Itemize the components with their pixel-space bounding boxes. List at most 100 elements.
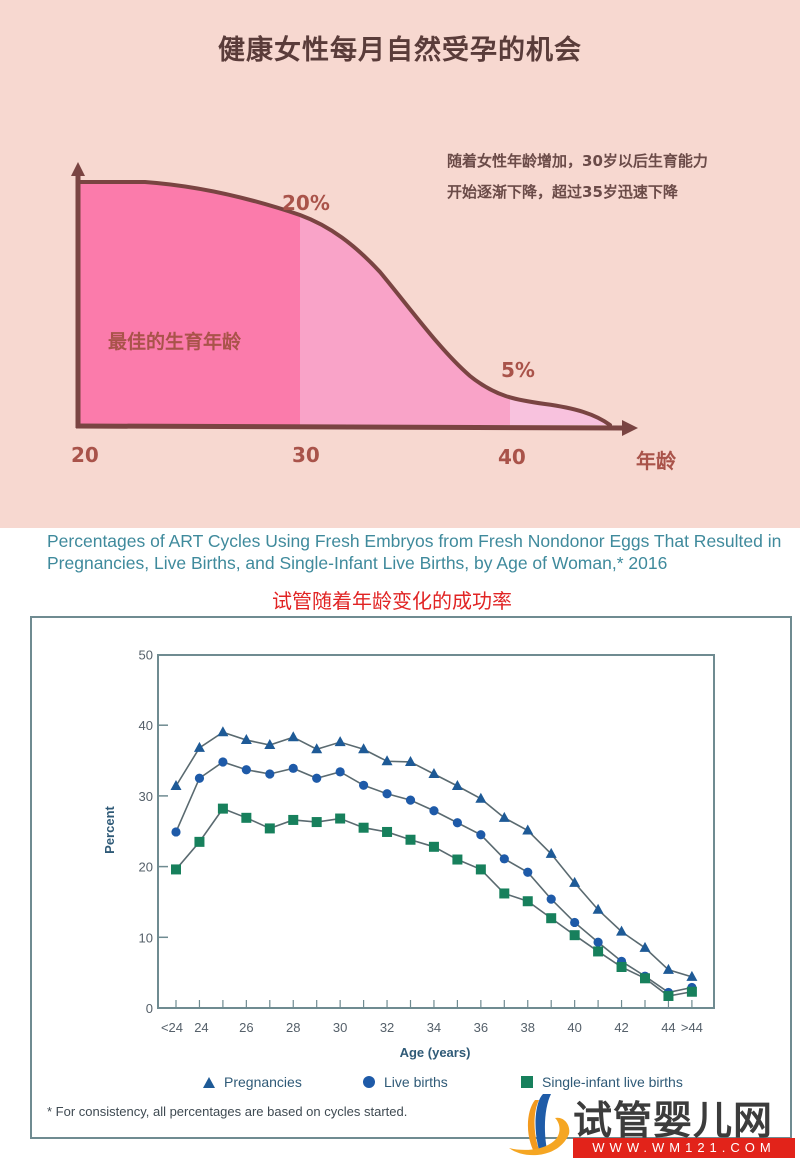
x-tick-label: 26 [239, 1020, 253, 1035]
series-line [175, 761, 693, 994]
triangle-marker-icon [475, 792, 487, 803]
legend-single-infant-live-births: Single-infant live births [520, 1074, 683, 1090]
x-tick-label: 32 [380, 1020, 394, 1035]
circle-marker-icon [241, 765, 251, 775]
y-axis-title: Percent [102, 805, 117, 853]
legend-live-births: Live births [362, 1074, 448, 1090]
y-tick-label: 30 [139, 789, 153, 804]
circle-marker-icon [335, 767, 345, 777]
triangle-marker-icon [193, 741, 205, 752]
best-age-region-label: 最佳的生育年龄 [108, 331, 242, 353]
circle-marker-icon [429, 806, 439, 816]
legend-pregnancies: Pregnancies [202, 1074, 302, 1090]
triangle-marker-icon [569, 876, 581, 887]
square-marker-icon [217, 803, 228, 814]
site-logo-icon [509, 1094, 570, 1156]
x-axis-arrow-icon [622, 420, 638, 436]
triangle-marker-icon [217, 726, 229, 737]
triangle-marker-icon [264, 738, 276, 749]
circle-marker-icon [363, 1076, 375, 1088]
x-tick-label: 40 [567, 1020, 581, 1035]
y-tick-label: 0 [146, 1001, 153, 1016]
x-tick-label: 36 [474, 1020, 488, 1035]
y-tick-label: 50 [139, 648, 153, 663]
best-age-region [80, 182, 300, 425]
circle-marker-icon [499, 854, 509, 864]
x-tick-label: >44 [681, 1020, 703, 1035]
square-marker-icon [452, 854, 463, 865]
triangle-marker-icon [451, 780, 463, 791]
square-marker-icon [640, 973, 650, 984]
y-axis-arrow-icon [71, 162, 85, 176]
art-chart-title: Percentages of ART Cycles Using Fresh Em… [47, 531, 782, 573]
x-tick-label: 24 [194, 1020, 208, 1035]
square-marker-icon [522, 896, 533, 907]
x-tick-label: 42 [614, 1020, 628, 1035]
square-marker-icon [382, 826, 393, 837]
triangle-marker-icon [545, 847, 557, 858]
watermark-url: WWW.WM121.COM [573, 1138, 795, 1158]
x-tick-label: <24 [161, 1020, 183, 1035]
triangle-marker-icon [498, 811, 510, 822]
infographic-note-line-1: 随着女性年龄增加，30岁以后生育能力 [447, 152, 708, 170]
x-tick-label: 38 [521, 1020, 535, 1035]
triangle-marker-icon [170, 780, 182, 791]
triangle-marker-icon [686, 970, 698, 981]
art-success-chart-frame: 0 10 20 30 40 50 <24 24 26 28 30 32 34 36 38 40 42 44 >44 A… [30, 616, 792, 1139]
circle-marker-icon [218, 757, 228, 767]
art-success-line-chart: 0 10 20 30 40 50 <24 24 26 28 30 32 34 36 38 40 42 44 >44 A… [102, 648, 715, 1060]
annotation-20-percent: 20% [282, 191, 330, 215]
x-tick-20: 20 [71, 443, 99, 467]
circle-marker-icon [523, 867, 533, 877]
square-marker-icon [593, 946, 604, 957]
legend-label: Live births [384, 1074, 448, 1090]
circle-marker-icon [593, 937, 603, 947]
plot-frame [157, 654, 715, 1009]
series-pregnancies [170, 726, 698, 981]
square-marker-icon [546, 913, 557, 924]
y-tick-label: 20 [139, 860, 153, 875]
y-tick-label: 10 [139, 930, 153, 945]
circle-marker-icon [171, 827, 181, 837]
legend-label: Pregnancies [224, 1074, 302, 1090]
triangle-marker-icon [405, 755, 416, 766]
infographic-note-line-2: 开始逐渐下降，超过35岁迅速下降 [447, 183, 678, 201]
square-marker-icon [663, 990, 674, 1001]
square-marker-icon [335, 813, 346, 824]
triangle-marker-icon [334, 736, 346, 747]
square-marker-icon [288, 814, 299, 825]
square-marker-icon [521, 1076, 533, 1088]
x-tick-40: 40 [498, 445, 526, 469]
x-tick-label: 44 [661, 1020, 675, 1035]
triangle-marker-icon [522, 824, 534, 835]
circle-marker-icon [265, 769, 275, 779]
square-marker-icon [405, 834, 416, 845]
square-marker-icon [194, 836, 205, 847]
series-line [175, 807, 693, 997]
watermark-text: 试管婴儿网 [573, 1098, 774, 1144]
square-marker-icon [171, 864, 181, 875]
triangle-marker-icon [592, 903, 604, 914]
triangle-marker-icon [240, 734, 252, 745]
triangle-marker-icon [287, 731, 299, 742]
square-marker-icon [264, 823, 275, 834]
circle-marker-icon [312, 773, 322, 783]
square-marker-icon [475, 864, 486, 875]
triangle-marker-icon [662, 963, 674, 974]
x-tick-30: 30 [292, 443, 320, 467]
x-axis-title: Age (years) [400, 1045, 471, 1060]
site-watermark: 试管婴儿网 WWW.WM121.COM [505, 1088, 800, 1161]
triangle-marker-icon [358, 743, 370, 754]
infographic-title: 健康女性每月自然受孕的机会 [218, 35, 582, 66]
y-tick-label: 40 [139, 718, 153, 733]
square-marker-icon [358, 822, 369, 833]
square-marker-icon [686, 986, 697, 997]
triangle-marker-icon [616, 925, 628, 936]
circle-marker-icon [546, 894, 556, 904]
triangle-marker-icon [381, 755, 393, 766]
square-marker-icon [569, 930, 580, 941]
square-marker-icon [428, 841, 439, 852]
circle-marker-icon [476, 830, 486, 840]
square-marker-icon [499, 888, 510, 899]
chart-footnote: * For consistency, all percentages are b… [47, 1104, 408, 1119]
